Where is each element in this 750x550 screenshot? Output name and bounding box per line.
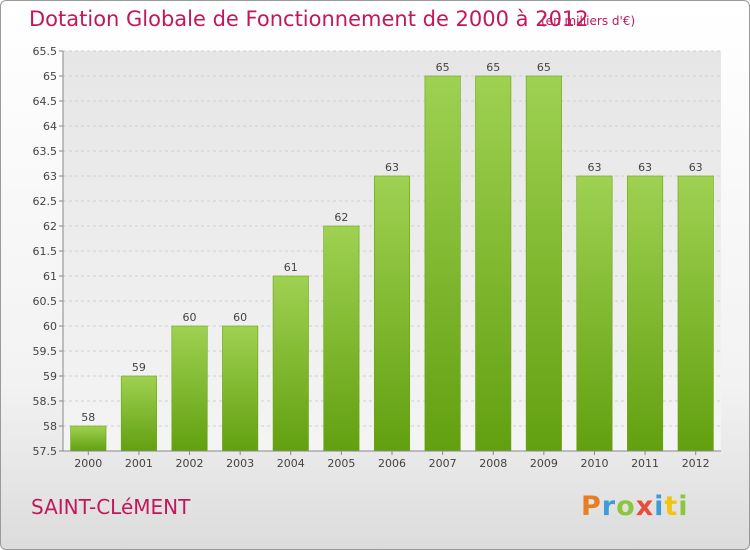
y-tick-label: 59.5 <box>33 345 58 358</box>
bar-2006[interactable] <box>373 175 411 452</box>
x-tick-label: 2007 <box>429 457 457 470</box>
y-tick-label: 61 <box>43 270 57 283</box>
bar-value-label: 65 <box>486 61 500 74</box>
x-tick-label: 2008 <box>479 457 507 470</box>
x-tick-label: 2003 <box>226 457 254 470</box>
bar-2010[interactable] <box>576 175 613 452</box>
bar-2008[interactable] <box>475 75 512 452</box>
logo-letter: P <box>581 491 602 522</box>
y-tick-label: 60.5 <box>33 295 58 308</box>
y-tick-label: 63.5 <box>33 145 58 158</box>
bar-2000[interactable] <box>70 425 107 452</box>
bar-2001[interactable] <box>120 375 157 452</box>
x-tick-label: 2004 <box>277 457 305 470</box>
unit-label: (en milliers d'€) <box>541 14 636 28</box>
proxiti-logo[interactable]: Proxiti <box>581 491 689 522</box>
y-tick-label: 57.5 <box>33 445 58 458</box>
bar-2005[interactable] <box>323 225 360 452</box>
x-tick-label: 2000 <box>74 457 102 470</box>
y-tick-label: 63 <box>43 170 57 183</box>
bar-2003[interactable] <box>222 325 259 452</box>
bar-value-label: 65 <box>537 61 551 74</box>
bar-value-label: 58 <box>81 411 95 424</box>
logo-letter: r <box>601 491 617 522</box>
logo-letter: o <box>616 491 636 522</box>
bar-value-label: 59 <box>132 361 146 374</box>
bar-2011[interactable] <box>627 175 664 452</box>
logo-letter: x <box>635 491 655 522</box>
bar-value-label: 63 <box>689 161 703 174</box>
x-tick-label: 2001 <box>125 457 153 470</box>
x-tick-label: 2005 <box>327 457 355 470</box>
y-tick-label: 60 <box>43 320 57 333</box>
y-tick-label: 62.5 <box>33 195 58 208</box>
logo-letter: t <box>664 491 679 522</box>
y-tick-label: 65 <box>43 70 57 83</box>
bar-2002[interactable] <box>171 325 208 452</box>
bar-value-label: 62 <box>334 211 348 224</box>
x-tick-label: 2009 <box>530 457 558 470</box>
y-tick-label: 65.5 <box>33 45 58 58</box>
chart-title: Dotation Globale de Fonctionnement de 20… <box>29 7 589 31</box>
x-tick-label: 2012 <box>682 457 710 470</box>
y-tick-label: 64 <box>43 120 57 133</box>
x-tick-label: 2006 <box>378 457 406 470</box>
logo-letter: i <box>654 491 665 522</box>
y-tick-label: 58 <box>43 420 57 433</box>
x-tick-label: 2011 <box>631 457 659 470</box>
y-tick-label: 61.5 <box>33 245 58 258</box>
bar-value-label: 63 <box>638 161 652 174</box>
bar-2007[interactable] <box>424 75 461 452</box>
y-tick-label: 58.5 <box>33 395 58 408</box>
bar-2012[interactable] <box>677 175 714 452</box>
commune-name: SAINT-CLéMENT <box>31 495 191 519</box>
bar-value-label: 63 <box>587 161 601 174</box>
bar-value-label: 60 <box>183 311 197 324</box>
x-tick-label: 2010 <box>580 457 608 470</box>
bar-2009[interactable] <box>525 75 562 452</box>
bar-value-label: 63 <box>385 161 399 174</box>
y-tick-label: 59 <box>43 370 57 383</box>
y-tick-label: 62 <box>43 220 57 233</box>
logo-letter: i <box>678 491 689 522</box>
bar-value-label: 61 <box>284 261 298 274</box>
x-tick-label: 2002 <box>176 457 204 470</box>
bar-value-label: 65 <box>436 61 450 74</box>
y-tick-label: 64.5 <box>33 95 58 108</box>
bar-2004[interactable] <box>272 275 309 452</box>
bar-value-label: 60 <box>233 311 247 324</box>
